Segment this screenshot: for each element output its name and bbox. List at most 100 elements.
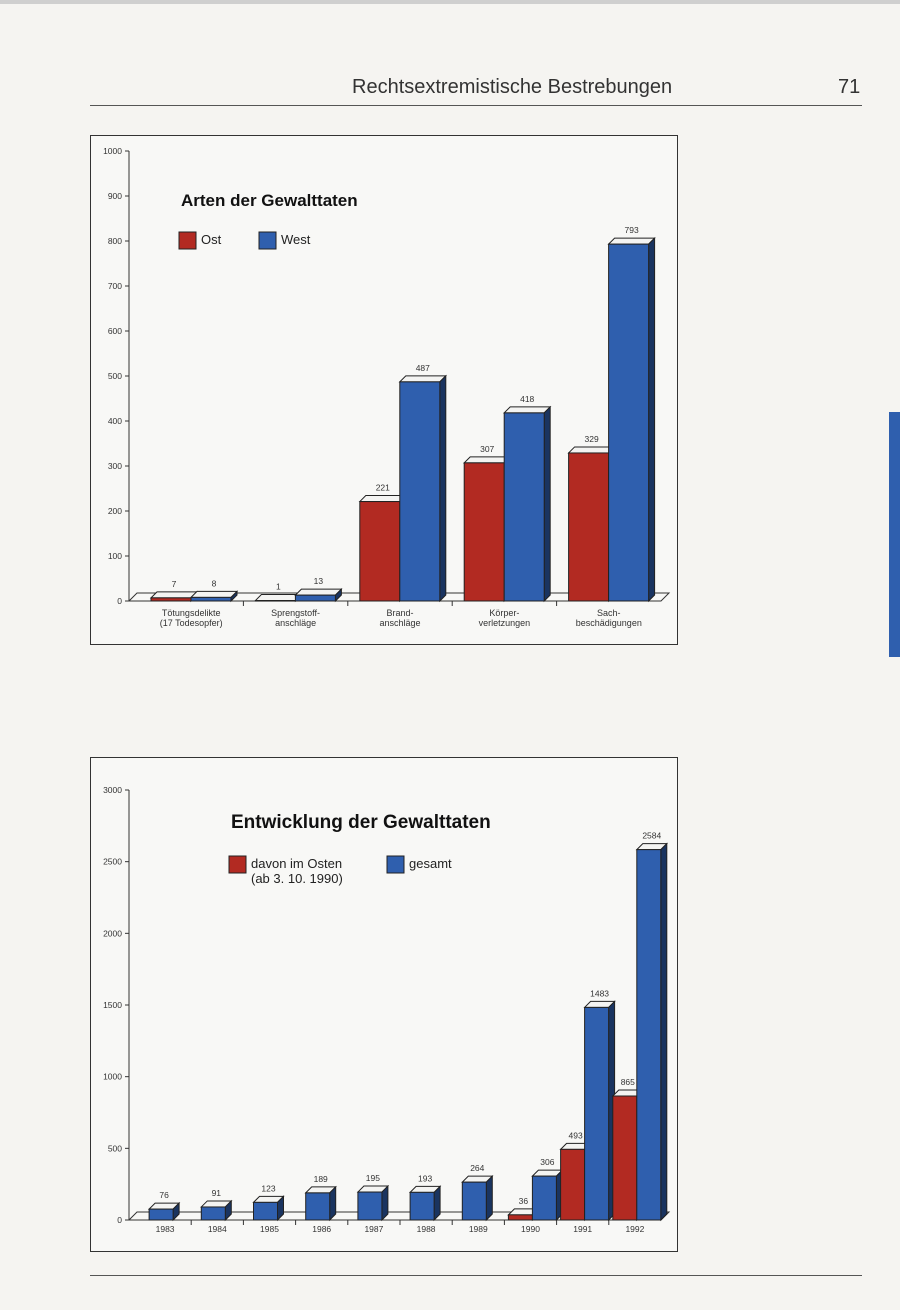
data-label: 793: [625, 225, 639, 235]
x-tick-label: 1984: [208, 1224, 227, 1234]
bar-west: [503, 412, 545, 602]
data-label: 1483: [590, 988, 609, 998]
x-tick-label: verletzungen: [479, 618, 531, 628]
y-tick-label: 1000: [103, 146, 122, 156]
y-tick-label: 0: [117, 1215, 122, 1225]
bar-west-side: [648, 236, 656, 603]
bar-gesamt: [636, 849, 662, 1221]
x-tick-label: 1986: [312, 1224, 331, 1234]
legend-swatch-1: [178, 231, 197, 250]
data-label: 193: [418, 1173, 432, 1183]
y-tick-label: 100: [108, 551, 122, 561]
x-tick-label: 1987: [364, 1224, 383, 1234]
y-tick-label: 600: [108, 326, 122, 336]
x-tick-label: Brand-: [386, 608, 413, 618]
bar-ost-top: [567, 446, 616, 454]
bar-west: [294, 594, 336, 602]
data-label: 865: [621, 1077, 635, 1087]
bar-gesamt-side: [381, 1184, 389, 1222]
bar-gesamt-side: [329, 1185, 337, 1222]
y-tick-label: 2000: [103, 928, 122, 938]
data-label: 487: [416, 363, 430, 373]
y-tick-label: 200: [108, 506, 122, 516]
bar-davon: [507, 1214, 533, 1221]
bar-davon: [560, 1148, 586, 1221]
chart-types-of-violence: 0 100 200 300 400 500 600 700 800 900 1000 Arten de…: [90, 135, 678, 645]
bar-ost-top: [358, 495, 408, 503]
x-tick-label: anschläge: [379, 618, 420, 628]
bar-ost-top: [462, 456, 512, 464]
x-tick-label: 1988: [417, 1224, 436, 1234]
bar-west: [399, 381, 441, 602]
chapter-thumb-tab: [889, 412, 900, 657]
legend-label-2: West: [281, 232, 311, 247]
chart-development-of-violence: 0 500 1000 1500 2000 2500 3000 Entwicklung der …: [90, 757, 678, 1252]
y-tick-label: 0: [117, 596, 122, 606]
data-label: 189: [314, 1174, 328, 1184]
x-tick-label: 1989: [469, 1224, 488, 1234]
y-tick-label: 500: [108, 1143, 122, 1153]
data-label: 306: [540, 1157, 554, 1167]
bar-gesamt: [200, 1206, 226, 1221]
footer-rule: [90, 1275, 862, 1276]
legend-label-1: davon im Osten: [251, 856, 342, 871]
data-label: 8: [212, 578, 217, 588]
x-tick-label: Sprengstoff-: [271, 608, 320, 618]
top-edge-line: [0, 0, 900, 4]
y-tick-label: 700: [108, 281, 122, 291]
data-label: 7: [172, 579, 177, 589]
y-tick-label: 400: [108, 416, 122, 426]
chart-title: Arten der Gewalttaten: [181, 191, 358, 210]
y-tick-label: 500: [108, 371, 122, 381]
data-label: 221: [376, 483, 390, 493]
bar-ost: [150, 597, 192, 602]
x-tick-label: anschläge: [275, 618, 316, 628]
bar-west-top: [502, 406, 552, 414]
data-label: 36: [519, 1196, 529, 1206]
bar-gesamt-side: [485, 1174, 493, 1222]
bar-west-top: [607, 237, 656, 245]
data-label: 307: [480, 444, 494, 454]
y-tick-label: 2500: [103, 857, 122, 867]
running-header-title: Rechtsextremistische Bestrebungen: [352, 76, 673, 98]
bar-west: [608, 243, 650, 602]
bar-gesamt: [148, 1208, 174, 1221]
data-label: 13: [314, 576, 324, 586]
legend-swatch-1: [228, 855, 247, 874]
x-tick-label: (17 Todesopfer): [160, 618, 223, 628]
bar-west-side: [439, 374, 447, 603]
bar-gesamt: [305, 1192, 331, 1221]
legend-label-1: Ost: [201, 232, 222, 247]
data-label: 264: [470, 1163, 484, 1173]
y-tick-label: 300: [108, 461, 122, 471]
legend-label-2: gesamt: [409, 856, 452, 871]
y-tick-label: 3000: [103, 785, 122, 795]
bar-davon: [612, 1095, 638, 1221]
x-tick-label: beschädigungen: [576, 618, 642, 628]
data-label: 493: [569, 1130, 583, 1140]
bar-ost: [359, 501, 401, 602]
chart-title: Entwicklung der Gewalttaten: [231, 812, 491, 833]
x-tick-label: 1985: [260, 1224, 279, 1234]
header-rule: [90, 105, 862, 106]
bar-west: [190, 596, 232, 602]
bar-ost: [463, 462, 505, 602]
data-label: 329: [585, 434, 599, 444]
data-label: 123: [261, 1183, 275, 1193]
legend-swatch-2: [258, 231, 277, 250]
x-tick-label: 1991: [573, 1224, 592, 1234]
legend-label-1: (ab 3. 10. 1990): [251, 871, 343, 886]
bar-west-top: [294, 588, 343, 596]
page-number: 71: [838, 76, 861, 98]
bar-ost: [568, 452, 610, 602]
x-tick-label: 1992: [625, 1224, 644, 1234]
y-tick-label: 1000: [103, 1072, 122, 1082]
x-tick-label: Tötungsdelikte: [162, 608, 221, 618]
data-label: 91: [212, 1188, 222, 1198]
bar-west-side: [543, 405, 551, 603]
x-tick-label: Körper-: [489, 608, 519, 618]
y-tick-label: 900: [108, 191, 122, 201]
bar-ost: [254, 600, 296, 602]
bar-gesamt: [461, 1181, 487, 1221]
